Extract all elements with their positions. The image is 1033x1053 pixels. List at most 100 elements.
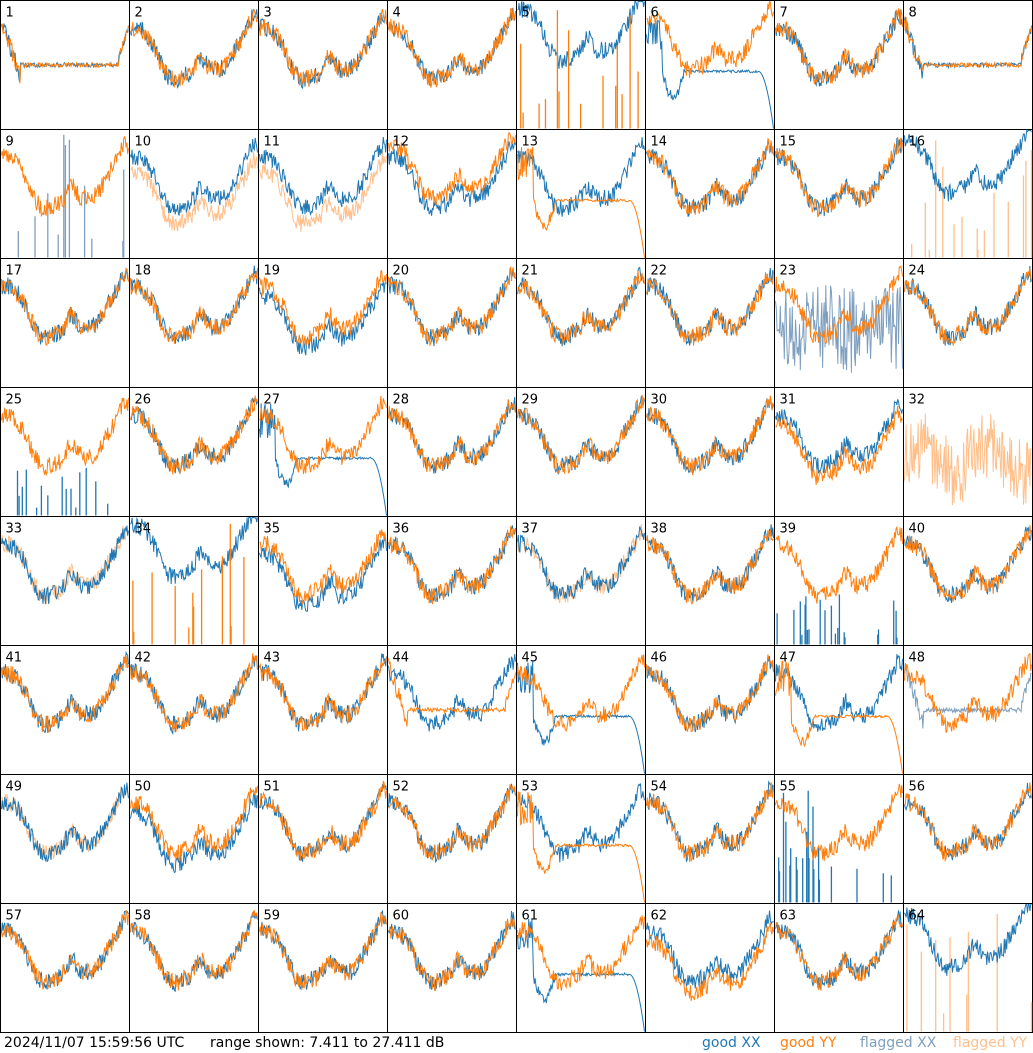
legend-flagged-xx: flagged XX bbox=[860, 1035, 937, 1051]
panel-number: 53 bbox=[522, 780, 539, 795]
series-good-xx bbox=[646, 17, 774, 129]
panel-5: 5 bbox=[516, 0, 646, 130]
panel-52: 52 bbox=[387, 774, 517, 904]
timestamp-label: 2024/11/07 15:59:56 UTC bbox=[4, 1035, 185, 1051]
panel-number: 28 bbox=[393, 393, 410, 408]
panel-42: 42 bbox=[129, 645, 259, 775]
panel-number: 55 bbox=[780, 780, 797, 795]
panel-number: 25 bbox=[6, 393, 23, 408]
series-good-yy bbox=[259, 529, 387, 605]
series-good-yy bbox=[904, 17, 1032, 72]
series-good-yy bbox=[1, 397, 129, 477]
panel-number: 27 bbox=[264, 393, 281, 408]
series-good-xx bbox=[1, 782, 129, 863]
panel-frame bbox=[774, 387, 904, 517]
panel-31: 31 bbox=[774, 387, 904, 517]
series-good-yy bbox=[646, 781, 774, 863]
panel-55: 55 bbox=[774, 774, 904, 904]
panel-38: 38 bbox=[645, 516, 775, 646]
panel-6: 6 bbox=[645, 0, 775, 130]
panel-16: 16 bbox=[903, 129, 1033, 259]
series-good-yy bbox=[517, 654, 645, 732]
panel-number: 11 bbox=[264, 135, 281, 150]
series-good-yy bbox=[130, 268, 258, 344]
series-good-xx bbox=[259, 403, 387, 516]
panel-number: 29 bbox=[522, 393, 539, 408]
series-good-yy bbox=[775, 8, 903, 85]
panel-63: 63 bbox=[774, 903, 904, 1033]
panel-27: 27 bbox=[258, 387, 388, 517]
panel-number: 26 bbox=[135, 393, 152, 408]
panel-number: 12 bbox=[393, 135, 410, 150]
panel-13: 13 bbox=[516, 129, 646, 259]
series-good-xx bbox=[16, 467, 109, 516]
series-good-yy bbox=[646, 529, 774, 605]
panel-number: 35 bbox=[264, 522, 281, 537]
series-good-yy bbox=[388, 265, 516, 347]
series-good-xx bbox=[776, 594, 898, 645]
panel-43: 43 bbox=[258, 645, 388, 775]
series-good-xx bbox=[259, 12, 387, 90]
panel-number: 34 bbox=[135, 522, 152, 537]
panel-19: 19 bbox=[258, 258, 388, 388]
series-good-yy bbox=[775, 264, 903, 345]
series-good-yy bbox=[259, 9, 387, 87]
panel-number: 43 bbox=[264, 651, 281, 666]
panel-7: 7 bbox=[774, 0, 904, 130]
series-good-yy bbox=[1, 655, 129, 733]
panel-frame bbox=[645, 0, 775, 130]
panel-number: 62 bbox=[651, 909, 668, 924]
panel-number: 1 bbox=[6, 6, 14, 21]
panel-frame bbox=[258, 0, 388, 130]
panel-number: 10 bbox=[135, 135, 152, 150]
panel-35: 35 bbox=[258, 516, 388, 646]
panel-8: 8 bbox=[903, 0, 1033, 130]
series-good-xx bbox=[517, 783, 645, 863]
panel-number: 36 bbox=[393, 522, 410, 537]
series-good-xx bbox=[130, 516, 258, 585]
panel-number: 22 bbox=[651, 264, 668, 279]
panel-number: 14 bbox=[651, 135, 668, 150]
series-good-xx bbox=[775, 654, 903, 732]
panel-number: 39 bbox=[780, 522, 797, 537]
series-good-yy bbox=[259, 780, 387, 861]
series-good-yy bbox=[259, 912, 387, 991]
series-good-yy bbox=[259, 395, 387, 475]
panel-40: 40 bbox=[903, 516, 1033, 646]
panel-number: 19 bbox=[264, 264, 281, 279]
panel-number: 45 bbox=[522, 651, 539, 666]
panel-60: 60 bbox=[387, 903, 517, 1033]
series-good-yy bbox=[1, 910, 129, 990]
series-good-xx bbox=[517, 0, 645, 69]
panel-number: 44 bbox=[393, 651, 410, 666]
series-good-yy bbox=[517, 791, 645, 903]
series-good-yy bbox=[388, 131, 516, 205]
series-good-xx bbox=[646, 398, 774, 475]
panel-number: 46 bbox=[651, 651, 668, 666]
series-good-yy bbox=[775, 913, 903, 991]
panel-number: 9 bbox=[6, 135, 14, 150]
panel-45: 45 bbox=[516, 645, 646, 775]
series-good-yy bbox=[646, 654, 774, 733]
panel-number: 5 bbox=[522, 6, 530, 21]
panel-number: 17 bbox=[6, 264, 23, 279]
panel-39: 39 bbox=[774, 516, 904, 646]
series-good-yy bbox=[517, 146, 645, 258]
series-good-yy bbox=[388, 399, 516, 473]
panel-18: 18 bbox=[129, 258, 259, 388]
panel-20: 20 bbox=[387, 258, 517, 388]
series-good-yy bbox=[775, 660, 903, 774]
series-good-yy bbox=[775, 136, 903, 218]
legend-flagged-yy: flagged YY bbox=[953, 1035, 1028, 1051]
panel-46: 46 bbox=[645, 645, 775, 775]
panel-2: 2 bbox=[129, 0, 259, 130]
panel-frame bbox=[387, 903, 517, 1033]
series-good-yy bbox=[646, 0, 774, 78]
panel-29: 29 bbox=[516, 387, 646, 517]
panel-21: 21 bbox=[516, 258, 646, 388]
panel-number: 49 bbox=[6, 780, 23, 795]
panel-number: 42 bbox=[135, 651, 152, 666]
panel-number: 2 bbox=[135, 6, 143, 21]
series-good-yy bbox=[1, 135, 129, 218]
panel-4: 4 bbox=[387, 0, 517, 130]
